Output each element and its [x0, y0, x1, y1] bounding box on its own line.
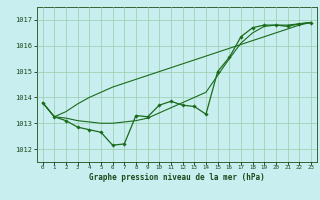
- X-axis label: Graphe pression niveau de la mer (hPa): Graphe pression niveau de la mer (hPa): [89, 173, 265, 182]
